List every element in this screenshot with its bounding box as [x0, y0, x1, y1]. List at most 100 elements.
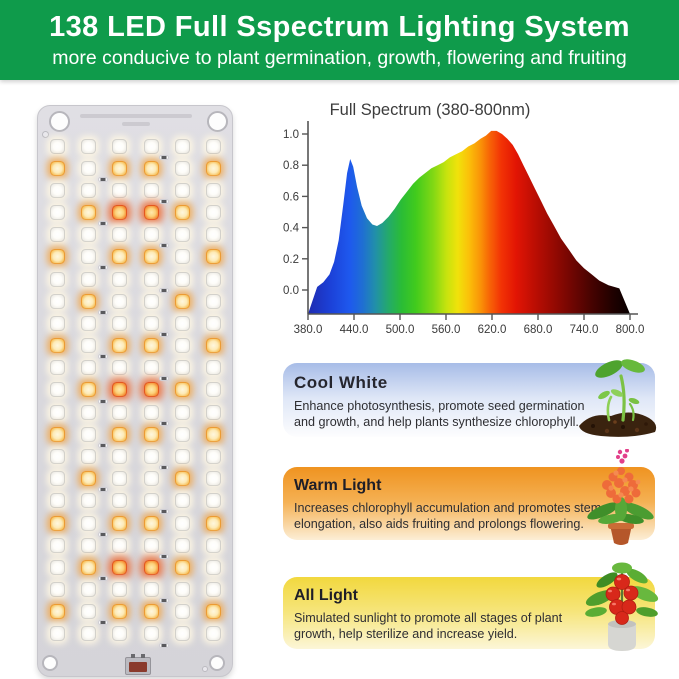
deep-red-led	[143, 382, 159, 398]
x-tick-label: 680.0	[524, 324, 553, 336]
cool-white-led	[143, 138, 159, 154]
cool-white-led	[112, 182, 128, 198]
cool-white-led	[174, 604, 190, 620]
cool-white-led	[50, 271, 65, 287]
cool-white-led	[143, 227, 159, 243]
cool-white-led	[50, 360, 65, 376]
smd-resistor	[159, 642, 169, 648]
card-warm-light: Warm Light Increases chlorophyll accumul…	[283, 467, 655, 540]
led-row	[50, 537, 221, 553]
cool-white-led	[205, 449, 221, 465]
cool-white-led	[50, 404, 65, 420]
led-row	[50, 138, 221, 154]
cool-white-led	[81, 493, 97, 509]
cool-white-led	[50, 493, 65, 509]
cool-white-led	[81, 404, 97, 420]
cool-white-led	[112, 271, 128, 287]
mounting-hole	[49, 111, 70, 132]
cool-white-led	[112, 626, 128, 642]
cool-white-led	[81, 315, 97, 331]
cool-white-led	[143, 360, 159, 376]
warm-orange-led	[50, 515, 65, 531]
cool-white-led	[205, 293, 221, 309]
led-row	[50, 426, 221, 442]
cool-white-led	[50, 626, 65, 642]
cool-white-led	[205, 493, 221, 509]
cool-white-led	[174, 227, 190, 243]
cool-white-led	[174, 537, 190, 553]
mounting-hole	[42, 655, 58, 671]
cool-white-led	[50, 205, 65, 221]
x-tick-label: 740.0	[570, 324, 599, 336]
smd-resistor	[98, 531, 108, 537]
cool-white-led	[174, 449, 190, 465]
led-row	[50, 205, 221, 221]
warm-orange-led	[112, 604, 128, 620]
pcb-silkscreen-text	[80, 114, 192, 118]
cool-white-led	[143, 626, 159, 642]
smd-resistor	[159, 243, 169, 249]
warm-orange-led	[205, 338, 221, 354]
cool-white-led	[143, 449, 159, 465]
cool-white-led	[205, 559, 221, 575]
smd-resistor	[98, 442, 108, 448]
cool-white-led	[112, 315, 128, 331]
y-tick-label: 1.0	[283, 129, 299, 141]
cool-white-led	[81, 582, 97, 598]
cool-white-led	[81, 626, 97, 642]
smd-resistor	[159, 465, 169, 471]
y-tick-label: 0.2	[283, 254, 299, 266]
cool-white-led	[81, 537, 97, 553]
cool-white-led	[112, 360, 128, 376]
cool-white-led	[205, 582, 221, 598]
cool-white-led	[143, 582, 159, 598]
led-row	[50, 449, 221, 465]
warm-orange-led	[174, 559, 190, 575]
smd-resistor	[98, 176, 108, 182]
cool-white-led	[174, 338, 190, 354]
cool-white-led	[174, 493, 190, 509]
warm-orange-led	[174, 205, 190, 221]
cool-white-led	[50, 138, 65, 154]
cool-white-led	[50, 559, 65, 575]
y-tick-label: 0.6	[283, 191, 299, 203]
cool-white-led	[112, 582, 128, 598]
cool-white-led	[81, 449, 97, 465]
card-description: Increases chlorophyll accumulation and p…	[294, 501, 602, 532]
axis-ticks: 0.0 0.2 0.4 0.6 0.8 1.0 380.0 440.0 500.0 560.0 62…	[283, 129, 644, 336]
x-tick-label: 380.0	[294, 324, 323, 336]
cool-white-led	[143, 293, 159, 309]
cool-white-led	[112, 449, 128, 465]
x-tick-label: 800.0	[616, 324, 645, 336]
flowering-plant-photo	[587, 449, 654, 545]
cool-white-led	[50, 227, 65, 243]
spectrum-chart: Full Spectrum (380-800nm) 0.00.20.40.60.…	[283, 101, 644, 336]
cool-white-led	[50, 449, 65, 465]
deep-red-led	[143, 559, 159, 575]
cool-white-led	[143, 315, 159, 331]
smd-resistor	[159, 509, 169, 515]
cool-white-led	[112, 404, 128, 420]
cool-white-led	[205, 404, 221, 420]
smd-resistor	[98, 398, 108, 404]
warm-orange-led	[143, 249, 159, 265]
cool-white-led	[205, 471, 221, 487]
cool-white-led	[81, 182, 97, 198]
mounting-hole	[207, 111, 228, 132]
smd-resistor	[159, 553, 169, 559]
smd-resistor	[98, 221, 108, 227]
cool-white-led	[205, 315, 221, 331]
cool-white-led	[112, 471, 128, 487]
cool-white-led	[174, 360, 190, 376]
deep-red-led	[112, 559, 128, 575]
smd-resistor	[159, 598, 169, 604]
cool-white-led	[174, 182, 190, 198]
pcb-silkscreen-text	[122, 122, 150, 126]
warm-orange-led	[81, 205, 97, 221]
led-row	[50, 404, 221, 420]
cool-white-led	[174, 138, 190, 154]
cool-white-led	[174, 160, 190, 176]
cool-white-led	[143, 271, 159, 287]
led-row	[50, 604, 221, 620]
page-title: 138 LED Full Sspectrum Lighting System	[49, 10, 630, 43]
